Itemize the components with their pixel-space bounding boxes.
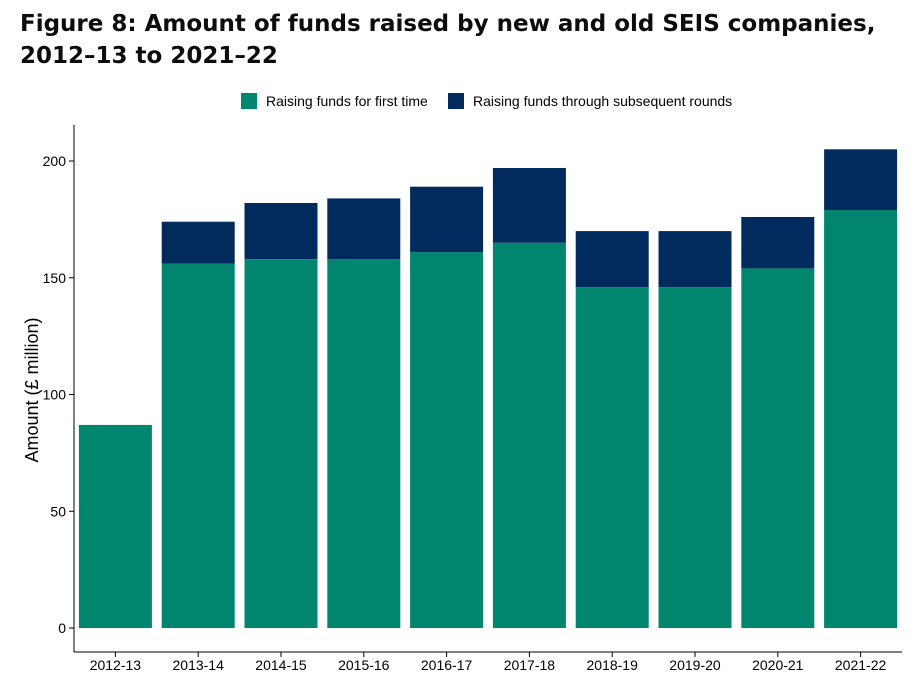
chart-title: Figure 8: Amount of funds raised by new … bbox=[20, 11, 876, 69]
y-tick-label: 0 bbox=[58, 620, 66, 636]
legend-label-subsequent: Raising funds through subsequent rounds bbox=[473, 93, 732, 109]
y-axis-label: Amount (£ million) bbox=[22, 317, 42, 462]
bar-first-time-2018-19 bbox=[575, 287, 649, 628]
bar-subsequent-2013-14 bbox=[161, 221, 235, 264]
x-tick-label: 2020-21 bbox=[752, 657, 804, 673]
y-tick-label: 150 bbox=[43, 270, 67, 286]
axes: 2012-13 2013-14 2014-15 2015-16 2016-17 2017-… bbox=[43, 125, 902, 673]
legend-label-first-time: Raising funds for first time bbox=[266, 93, 428, 109]
bar-first-time-2013-14 bbox=[161, 263, 235, 628]
bar-first-time-2012-13 bbox=[78, 424, 152, 628]
x-tick-label: 2019-20 bbox=[669, 657, 721, 673]
x-tick-label: 2015-16 bbox=[338, 657, 390, 673]
bars bbox=[78, 149, 898, 628]
bar-first-time-2016-17 bbox=[410, 252, 484, 628]
bar-subsequent-2021-22 bbox=[824, 149, 898, 210]
x-tick-label: 2017-18 bbox=[504, 657, 556, 673]
y-tick-label: 50 bbox=[50, 503, 66, 519]
x-tick-label: 2018-19 bbox=[587, 657, 639, 673]
bar-subsequent-2019-20 bbox=[658, 231, 732, 288]
y-tick-label: 200 bbox=[43, 153, 67, 169]
x-tick-label: 2021-22 bbox=[835, 657, 887, 673]
bar-subsequent-2016-17 bbox=[410, 186, 484, 253]
legend-swatch-subsequent bbox=[448, 93, 464, 109]
x-tick-label: 2016-17 bbox=[421, 657, 473, 673]
x-tick-label: 2013-14 bbox=[173, 657, 225, 673]
bar-first-time-2015-16 bbox=[327, 259, 401, 628]
x-tick-label: 2012-13 bbox=[90, 657, 142, 673]
bar-first-time-2017-18 bbox=[492, 242, 566, 628]
bar-first-time-2020-21 bbox=[741, 268, 815, 628]
legend: Raising funds for first time Raising fun… bbox=[241, 93, 732, 109]
legend-swatch-first-time bbox=[241, 93, 257, 109]
bar-first-time-2019-20 bbox=[658, 287, 732, 628]
bar-first-time-2014-15 bbox=[244, 259, 318, 628]
bar-subsequent-2014-15 bbox=[244, 203, 318, 259]
x-tick-label: 2014-15 bbox=[255, 657, 307, 673]
bar-subsequent-2015-16 bbox=[327, 198, 401, 260]
bar-first-time-2021-22 bbox=[824, 210, 898, 628]
bar-subsequent-2017-18 bbox=[492, 168, 566, 243]
bar-subsequent-2020-21 bbox=[741, 217, 815, 269]
y-tick-label: 100 bbox=[43, 387, 67, 403]
bar-subsequent-2018-19 bbox=[575, 231, 649, 288]
